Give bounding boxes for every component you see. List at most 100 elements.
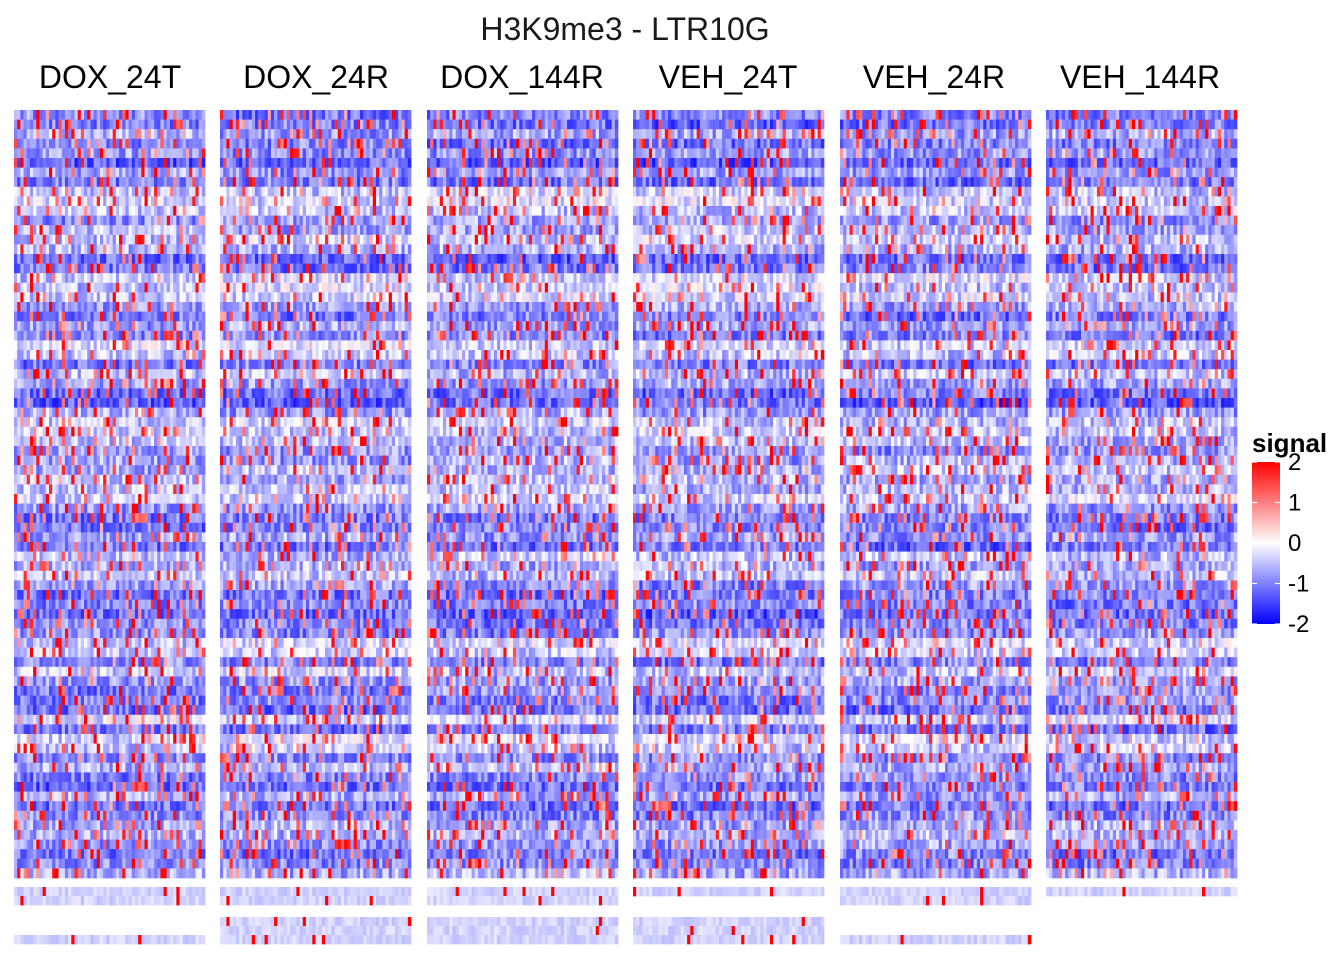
- heatmap-cell: [62, 139, 66, 149]
- heatmap-cell: [154, 110, 158, 120]
- heatmap-cell: [33, 254, 37, 264]
- panel-label: DOX_144R: [440, 59, 604, 95]
- heatmap-cell: [52, 158, 56, 168]
- heatmap-cell: [90, 196, 94, 206]
- heatmap-cell: [55, 187, 59, 197]
- heatmap-cell: [154, 187, 158, 197]
- heatmap-cell: [148, 110, 152, 120]
- heatmap-cell: [43, 225, 47, 235]
- heatmap-cell: [17, 292, 21, 302]
- heatmap-cell: [135, 187, 139, 197]
- heatmap-cell: [103, 110, 107, 120]
- heatmap-cell: [167, 254, 171, 264]
- heatmap-cell: [81, 216, 85, 226]
- heatmap-cell: [90, 292, 94, 302]
- heatmap-cell: [189, 225, 193, 235]
- heatmap-cell: [186, 139, 190, 149]
- heatmap-cell: [141, 235, 145, 245]
- heatmap-cell: [36, 129, 40, 139]
- heatmap-cell: [180, 168, 184, 178]
- heatmap-cell: [52, 168, 56, 178]
- heatmap-cell: [151, 129, 155, 139]
- heatmap-cell: [27, 120, 31, 130]
- heatmap-cell: [94, 129, 98, 139]
- heatmap-cell: [176, 264, 180, 274]
- heatmap-cell: [43, 148, 47, 158]
- heatmap-cell: [180, 196, 184, 206]
- heatmap-cell: [81, 196, 85, 206]
- heatmap-cell: [59, 168, 63, 178]
- heatmap-cell: [17, 216, 21, 226]
- heatmap-cell: [195, 216, 199, 226]
- heatmap-cell: [65, 206, 69, 216]
- heatmap-cell: [78, 139, 82, 149]
- heatmap-cell: [59, 120, 63, 130]
- heatmap-cell: [49, 292, 53, 302]
- heatmap-cell: [202, 129, 206, 139]
- heatmap-cell: [68, 254, 72, 264]
- heatmap-cell: [192, 177, 196, 187]
- heatmap-cell: [78, 225, 82, 235]
- heatmap-cell: [74, 196, 78, 206]
- heatmap-cell: [39, 139, 43, 149]
- heatmap-cell: [176, 225, 180, 235]
- heatmap-cell: [145, 264, 149, 274]
- heatmap-cell: [43, 177, 47, 187]
- heatmap-cell: [78, 187, 82, 197]
- heatmap-cell: [30, 283, 34, 293]
- heatmap-cell: [14, 254, 18, 264]
- heatmap-cell: [84, 196, 88, 206]
- heatmap-cell: [176, 196, 180, 206]
- heatmap-cell: [84, 254, 88, 264]
- heatmap-cell: [39, 254, 43, 264]
- heatmap-cell: [39, 110, 43, 120]
- heatmap-cell: [106, 225, 110, 235]
- heatmap-cell: [170, 110, 174, 120]
- heatmap-cell: [97, 158, 101, 168]
- heatmap-cell: [17, 235, 21, 245]
- heatmap-cell: [106, 129, 110, 139]
- heatmap-cell: [135, 158, 139, 168]
- heatmap-cell: [94, 206, 98, 216]
- heatmap-cell: [33, 244, 37, 254]
- heatmap-cell: [65, 139, 69, 149]
- heatmap-cell: [62, 216, 66, 226]
- heatmap-cell: [24, 235, 28, 245]
- heatmap-cell: [27, 177, 31, 187]
- heatmap-cell: [125, 264, 129, 274]
- heatmap-cell: [110, 187, 114, 197]
- heatmap-cell: [122, 254, 126, 264]
- heatmap-cell: [119, 264, 123, 274]
- heatmap-cell: [55, 158, 59, 168]
- heatmap-cell: [74, 110, 78, 120]
- heatmap-cell: [145, 244, 149, 254]
- heatmap-cell: [65, 148, 69, 158]
- heatmap-cell: [106, 273, 110, 283]
- heatmap-cell: [113, 129, 117, 139]
- heatmap-cell: [129, 254, 133, 264]
- heatmap-cell: [164, 129, 168, 139]
- heatmap-cell: [195, 283, 199, 293]
- heatmap-cell: [74, 148, 78, 158]
- heatmap-cell: [62, 254, 66, 264]
- heatmap-cell: [87, 254, 91, 264]
- heatmap-cell: [39, 273, 43, 283]
- heatmap-cell: [183, 110, 187, 120]
- heatmap-cell: [59, 273, 63, 283]
- heatmap-cell: [33, 129, 37, 139]
- heatmap-cell: [27, 254, 31, 264]
- heatmap-cell: [78, 254, 82, 264]
- heatmap-cell: [36, 139, 40, 149]
- heatmap-cell: [81, 244, 85, 254]
- heatmap-cell: [167, 225, 171, 235]
- heatmap-cell: [180, 283, 184, 293]
- heatmap-cell: [30, 110, 34, 120]
- heatmap-cell: [186, 283, 190, 293]
- heatmap-cell: [106, 244, 110, 254]
- heatmap-cell: [84, 168, 88, 178]
- heatmap-cell: [199, 206, 203, 216]
- heatmap-cell: [24, 254, 28, 264]
- heatmap-cell: [17, 168, 21, 178]
- heatmap-cell: [138, 273, 142, 283]
- heatmap-cell: [55, 273, 59, 283]
